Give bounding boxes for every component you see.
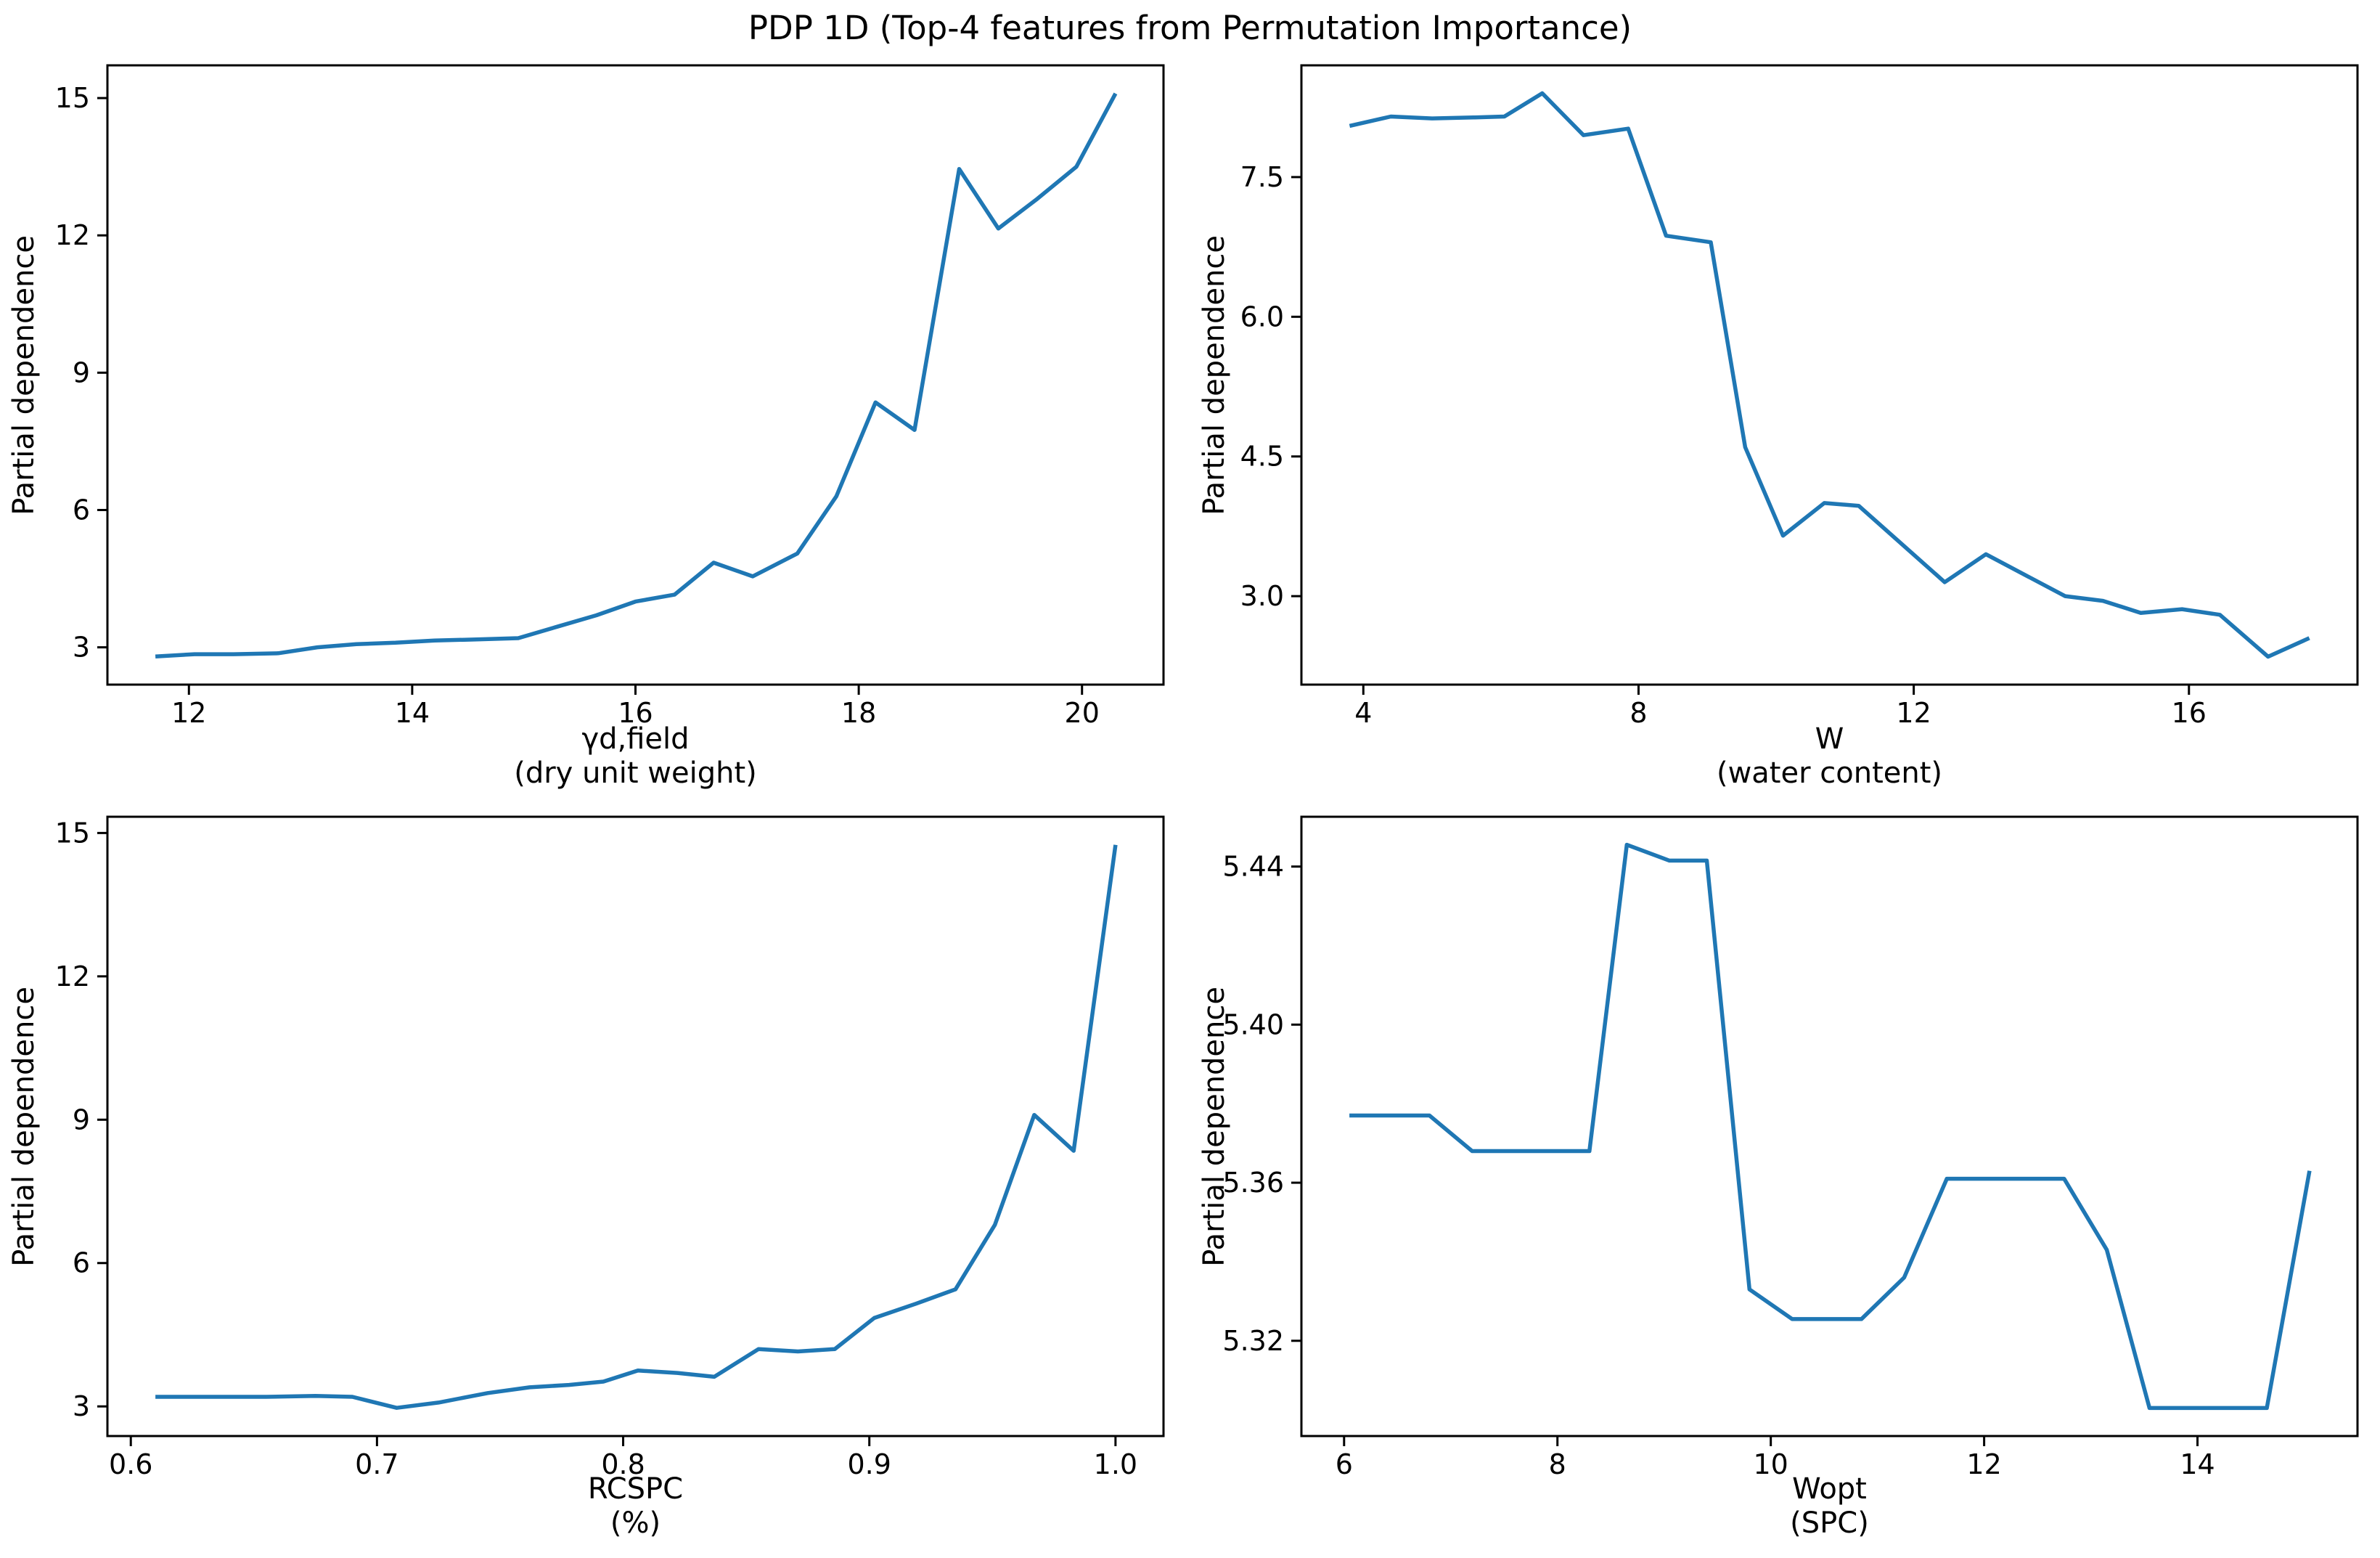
axes-frame xyxy=(106,815,1165,1437)
x-tick-label: 0.9 xyxy=(847,1448,891,1480)
x-tick-label: 0.8 xyxy=(601,1448,645,1480)
plot-axes-gamma-d-field: 12 14 16 18 20 3 6 9 12 15 xyxy=(55,64,1165,729)
plot-axes-wopt-spc: 6 8 10 12 14 5.32 5.36 5.40 5.44 xyxy=(1222,815,2359,1480)
figure-title: PDP 1D (Top-4 features from Permutation … xyxy=(748,9,1632,47)
y-tick-label: 3 xyxy=(73,632,90,664)
x-tick-label: 10 xyxy=(1753,1448,1788,1480)
x-tick-label: 12 xyxy=(171,697,206,729)
axes-frame xyxy=(1300,64,2359,686)
x-tick-label: 16 xyxy=(2172,697,2207,729)
y-tick-label: 6.0 xyxy=(1240,301,1284,333)
x-axis-label-line2: (%) xyxy=(610,1506,661,1540)
y-tick-label: 12 xyxy=(55,961,90,992)
plot-axes-water-content: 4 8 12 16 3.0 4.5 6.0 7.5 xyxy=(1240,64,2359,729)
x-axis-label-water-content: W (water content) xyxy=(1301,722,2357,791)
y-tick-label: 9 xyxy=(73,1104,90,1135)
axes-frame xyxy=(106,64,1165,686)
y-axis-label-water-content: Partial dependence xyxy=(1198,234,1231,515)
x-axis-label-line1: Wopt xyxy=(1792,1472,1867,1506)
x-axis-label-line1: γd,field xyxy=(581,722,690,756)
x-axis-label-line2: (water content) xyxy=(1716,756,1943,790)
x-axis-label-gamma-d-field: γd,field (dry unit weight) xyxy=(107,722,1164,791)
pdp-line-gamma-d-field xyxy=(155,92,1118,658)
y-tick-label: 6 xyxy=(73,1247,90,1279)
y-tick-label: 12 xyxy=(55,219,90,251)
x-tick-label: 6 xyxy=(1336,1448,1353,1480)
x-tick-label: 0.6 xyxy=(109,1448,152,1480)
x-tick-label: 20 xyxy=(1065,697,1100,729)
y-tick-label: 4.5 xyxy=(1240,441,1284,473)
pdp-line-rcspc xyxy=(155,844,1118,1410)
x-axis-label-rcspc: RCSPC (%) xyxy=(107,1472,1164,1541)
y-tick-label: 5.40 xyxy=(1222,1008,1284,1040)
x-axis-label-line1: RCSPC xyxy=(587,1472,684,1506)
pdp-line-w-water-content xyxy=(1349,91,2310,659)
x-axis-label-line1: W xyxy=(1815,722,1844,756)
y-tick-label: 3 xyxy=(73,1390,90,1422)
y-tick-label: 5.36 xyxy=(1222,1167,1284,1199)
x-tick-label: 14 xyxy=(395,697,430,729)
x-tick-label: 8 xyxy=(1629,697,1647,729)
pdp-line-wopt-spc xyxy=(1349,842,2312,1411)
x-tick-label: 14 xyxy=(2180,1448,2215,1480)
y-tick-label: 15 xyxy=(55,82,90,114)
y-tick-label: 5.44 xyxy=(1222,851,1284,883)
plot-axes-rcspc: 0.6 0.7 0.8 0.9 1.0 3 6 9 12 15 xyxy=(55,815,1165,1480)
y-tick-label: 5.32 xyxy=(1222,1325,1284,1357)
x-tick-label: 1.0 xyxy=(1094,1448,1137,1480)
axes-frame xyxy=(1300,815,2359,1437)
x-tick-label: 0.7 xyxy=(355,1448,398,1480)
x-axis-label-wopt-spc: Wopt (SPC) xyxy=(1301,1472,2357,1541)
x-axis-label-line2: (SPC) xyxy=(1790,1506,1869,1540)
y-axis-label-wopt-spc: Partial dependence xyxy=(1198,986,1231,1267)
y-tick-label: 15 xyxy=(55,817,90,849)
x-tick-label: 18 xyxy=(841,697,876,729)
x-tick-label: 12 xyxy=(1896,697,1931,729)
y-tick-label: 6 xyxy=(73,494,90,526)
y-axis-label-gamma-d-field: Partial dependence xyxy=(7,234,41,515)
y-tick-label: 3.0 xyxy=(1240,580,1284,612)
y-axis-label-rcspc: Partial dependence xyxy=(7,986,41,1267)
y-tick-label: 7.5 xyxy=(1240,161,1284,193)
x-tick-label: 8 xyxy=(1549,1448,1566,1480)
y-tick-label: 9 xyxy=(73,356,90,388)
x-tick-label: 4 xyxy=(1354,697,1372,729)
x-axis-label-line2: (dry unit weight) xyxy=(514,756,757,790)
x-tick-label: 16 xyxy=(618,697,653,729)
x-tick-label: 12 xyxy=(1966,1448,2001,1480)
